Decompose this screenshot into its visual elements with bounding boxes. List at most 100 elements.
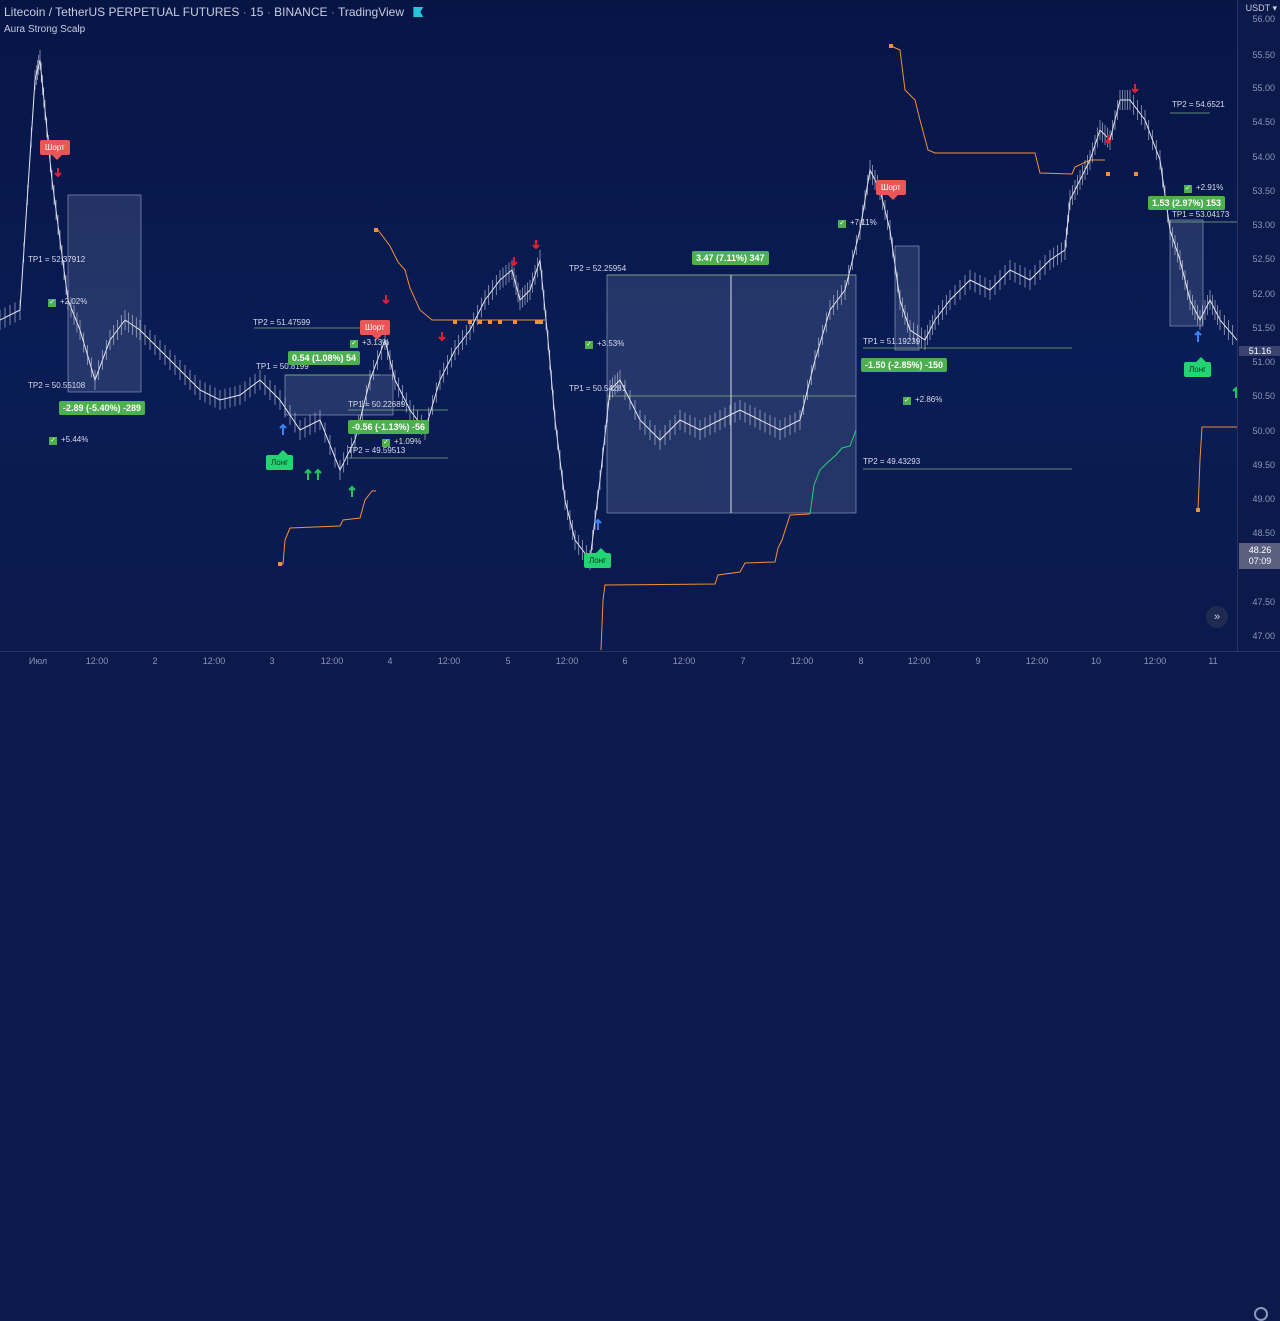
check-icon: ✓: [382, 439, 390, 447]
buy-arrow-icon: [348, 485, 356, 497]
profit-check-label: ✓ +2.86%: [903, 395, 943, 405]
price-tick: 52.00: [1252, 289, 1275, 299]
currency-selector[interactable]: USDT ▾: [1245, 3, 1277, 13]
trade-result-badge: 0.54 (1.08%) 54: [288, 351, 361, 365]
check-icon: ✓: [350, 340, 358, 348]
price-axis[interactable]: USDT ▾ 56.00 55.50 55.00 54.50 54.00 53.50 53.…: [1237, 0, 1280, 651]
price-tick: 51.50: [1252, 323, 1275, 333]
stop-marker: [1134, 172, 1138, 176]
check-icon: ✓: [585, 341, 593, 349]
stop-marker: [535, 320, 539, 324]
time-tick: 3: [269, 656, 275, 666]
check-icon: ✓: [49, 437, 57, 445]
profit-check-label: ✓ +1.09%: [382, 437, 422, 447]
trade-result-badge: -2.89 (-5.40%) -289: [59, 401, 146, 415]
time-tick: 12:00: [202, 656, 226, 666]
sell-arrow-icon: [532, 240, 540, 250]
time-tick: 12:00: [555, 656, 579, 666]
check-icon: ✓: [838, 220, 846, 228]
tp-label: TP2 = 49.43293: [863, 457, 921, 466]
price-tick: 49.50: [1252, 460, 1275, 470]
profit-check-label: ✓ +2.02%: [48, 297, 88, 307]
tp-label: TP2 = 51.47599: [253, 318, 311, 327]
position-box: [284, 374, 394, 416]
long-signal-label: Лонг: [1184, 357, 1212, 377]
stop-marker: [478, 320, 482, 324]
tp-label: TP2 = 52.25954: [569, 264, 627, 273]
symbol-name[interactable]: Litecoin / TetherUS PERPETUAL FUTURES: [4, 5, 240, 19]
stop-marker: [1106, 172, 1110, 176]
settings-gear-icon[interactable]: [1254, 1307, 1268, 1321]
price-tick: 52.50: [1252, 254, 1275, 264]
time-tick: 12:00: [672, 656, 696, 666]
stop-marker: [453, 320, 457, 324]
price-tick: 53.00: [1252, 220, 1275, 230]
stop-marker: [889, 44, 893, 48]
scroll-to-realtime-button[interactable]: »: [1206, 606, 1228, 628]
stop-marker: [513, 320, 517, 324]
stop-marker: [278, 562, 282, 566]
position-box: [894, 245, 920, 351]
buy-arrow-icon: [1232, 386, 1237, 398]
short-signal-label: Шорт: [876, 180, 906, 200]
time-tick: 12:00: [320, 656, 344, 666]
profit-check-label: ✓ +2.91%: [1184, 183, 1224, 193]
profit-check-label: ✓ +5.44%: [49, 435, 89, 445]
time-tick: 11: [1208, 656, 1218, 666]
flag-icon[interactable]: [413, 7, 424, 17]
price-tick: 55.50: [1252, 50, 1275, 60]
trade-result-badge: -0.56 (-1.13%) -56: [348, 420, 430, 434]
time-tick: 12:00: [85, 656, 109, 666]
sell-arrow-icon: [382, 295, 390, 305]
time-tick: 5: [505, 656, 511, 666]
price-tick: 50.00: [1252, 426, 1275, 436]
long-signal-label: Лонг: [584, 548, 612, 568]
stop-marker: [374, 228, 378, 232]
time-tick: 12:00: [1143, 656, 1167, 666]
time-axis[interactable]: Июл 12:00 2 12:00 3 12:00 4 12:00 5 12:00 6 12:00 7 1…: [0, 651, 1280, 1321]
time-tick: 2: [152, 656, 158, 666]
price-tick: 54.00: [1252, 152, 1275, 162]
buy-arrow-icon: [279, 423, 287, 435]
price-tick: 55.00: [1252, 83, 1275, 93]
time-tick: 12:00: [437, 656, 461, 666]
tp-label: TP1 = 50.54281: [569, 384, 627, 393]
interval-label[interactable]: 15: [250, 5, 264, 19]
crosshair-label: 48.26 07:09: [1239, 543, 1280, 569]
buy-arrow-icon: [304, 468, 312, 480]
price-tick: 54.50: [1252, 117, 1275, 127]
chart-title: Litecoin / TetherUS PERPETUAL FUTURES · …: [4, 5, 424, 19]
stop-marker: [498, 320, 502, 324]
check-icon: ✓: [48, 299, 56, 307]
time-tick: 6: [622, 656, 628, 666]
time-tick: 9: [975, 656, 981, 666]
price-chart: [0, 44, 1237, 651]
time-tick: 12:00: [907, 656, 931, 666]
time-tick: 8: [858, 656, 864, 666]
time-tick: 4: [387, 656, 393, 666]
sell-arrow-icon: [1131, 84, 1139, 94]
profit-check-label: ✓ +3.13%: [350, 338, 390, 348]
check-icon: ✓: [903, 397, 911, 405]
short-signal-label: Шорт: [360, 320, 390, 340]
tp-label: TP1 = 50.22689: [348, 400, 406, 409]
chart-area[interactable]: Litecoin / TetherUS PERPETUAL FUTURES · …: [0, 0, 1237, 651]
tp-label: TP1 = 53.04173: [1172, 210, 1230, 219]
long-signal-label: Лонг: [266, 450, 294, 470]
price-tick: 47.00: [1252, 631, 1275, 641]
price-tick: 47.50: [1252, 597, 1275, 607]
price-tick: 56.00: [1252, 14, 1275, 24]
indicator-label[interactable]: Aura Strong Scalp: [4, 24, 86, 35]
tp-label: TP2 = 50.55108: [28, 381, 86, 390]
price-tick: 49.00: [1252, 494, 1275, 504]
stop-marker: [468, 320, 472, 324]
trailing-stop-line: [280, 45, 1237, 651]
price-tick: 50.50: [1252, 391, 1275, 401]
tp-label: TP1 = 50.8199: [256, 362, 309, 371]
profit-check-label: ✓ +7.11%: [838, 218, 877, 228]
buy-arrow-icon: [594, 518, 602, 530]
trade-result-badge: 1.53 (2.97%) 153: [1148, 196, 1226, 210]
profit-check-label: ✓ +3.53%: [585, 339, 625, 349]
sell-arrow-icon: [1104, 135, 1112, 145]
stop-marker: [1196, 508, 1200, 512]
